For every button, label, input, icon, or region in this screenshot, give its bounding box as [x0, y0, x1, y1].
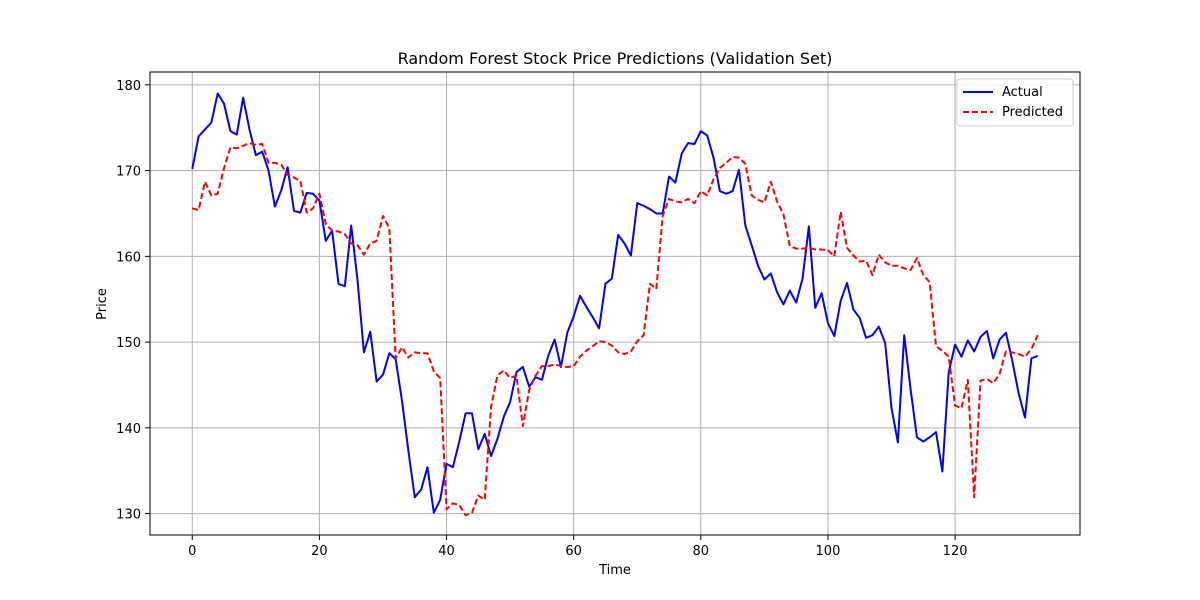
plot-area [191, 92, 1039, 517]
x-tick-label: 60 [565, 544, 582, 559]
x-tick-label: 0 [188, 544, 196, 559]
x-tick-label: 40 [438, 544, 455, 559]
y-tick-label: 150 [116, 336, 141, 351]
x-tick-label: 100 [816, 544, 841, 559]
x-tick-label: 20 [311, 544, 328, 559]
legend: Actual Predicted [956, 78, 1074, 127]
y-tick-label: 140 [116, 422, 141, 437]
y-axis-label: Price [95, 288, 110, 320]
chart-title: Random Forest Stock Price Predictions (V… [398, 49, 833, 68]
legend-label-predicted: Predicted [1002, 105, 1063, 120]
y-tick-label: 170 [116, 165, 141, 180]
series-layer [191, 92, 1039, 517]
x-axis-ticks: 0 20 40 60 80 100 120 [188, 535, 968, 559]
y-axis-ticks: 130 140 150 160 170 180 [116, 79, 150, 523]
y-tick-label: 180 [116, 79, 141, 94]
x-tick-label: 80 [693, 544, 710, 559]
series-line-predicted [192, 142, 1039, 517]
y-tick-label: 130 [116, 508, 141, 523]
legend-box [956, 78, 1074, 127]
axes-frame [149, 71, 1081, 536]
x-axis-label: Time [598, 563, 631, 578]
series-line-actual [191, 92, 1039, 514]
y-tick-label: 160 [116, 250, 141, 265]
legend-label-actual: Actual [1002, 85, 1043, 100]
x-tick-label: 120 [943, 544, 968, 559]
